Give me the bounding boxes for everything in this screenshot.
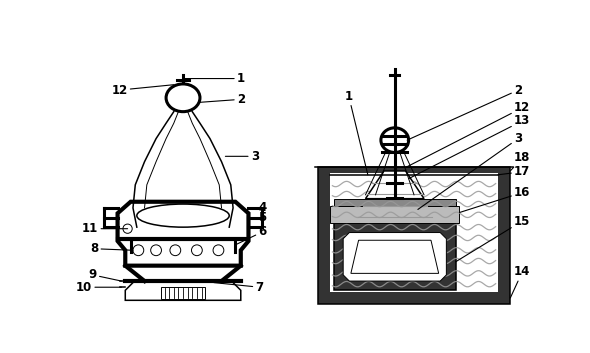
Text: 12: 12 bbox=[112, 84, 174, 97]
Bar bbox=[334, 223, 455, 290]
Text: 1: 1 bbox=[185, 72, 245, 85]
Polygon shape bbox=[351, 240, 438, 273]
Text: 6: 6 bbox=[237, 225, 267, 244]
Polygon shape bbox=[125, 281, 241, 300]
Text: 3: 3 bbox=[418, 132, 522, 209]
Text: 18: 18 bbox=[510, 151, 530, 171]
Text: 2: 2 bbox=[198, 93, 245, 106]
Bar bbox=[318, 167, 510, 304]
Polygon shape bbox=[366, 171, 424, 199]
Bar bbox=[330, 173, 498, 292]
Bar bbox=[330, 207, 460, 223]
Text: 10: 10 bbox=[76, 281, 122, 294]
Bar bbox=[162, 287, 205, 299]
Text: 3: 3 bbox=[225, 150, 259, 163]
Text: 15: 15 bbox=[455, 215, 530, 262]
Text: 5: 5 bbox=[248, 211, 267, 225]
Text: 11: 11 bbox=[82, 222, 127, 235]
Bar bbox=[334, 199, 455, 207]
Text: 14: 14 bbox=[510, 265, 530, 298]
Text: 13: 13 bbox=[409, 114, 530, 179]
Text: 8: 8 bbox=[90, 242, 133, 255]
Text: 9: 9 bbox=[88, 268, 122, 281]
Text: 7: 7 bbox=[214, 281, 264, 294]
Text: 4: 4 bbox=[258, 202, 267, 214]
Text: 12: 12 bbox=[407, 101, 530, 167]
Text: 2: 2 bbox=[407, 84, 522, 140]
Ellipse shape bbox=[137, 204, 230, 227]
Ellipse shape bbox=[166, 84, 200, 112]
Text: 16: 16 bbox=[460, 186, 530, 213]
Text: 1: 1 bbox=[345, 90, 368, 175]
Text: 17: 17 bbox=[498, 165, 530, 178]
Ellipse shape bbox=[381, 128, 409, 152]
Polygon shape bbox=[117, 202, 248, 266]
Polygon shape bbox=[343, 233, 447, 281]
